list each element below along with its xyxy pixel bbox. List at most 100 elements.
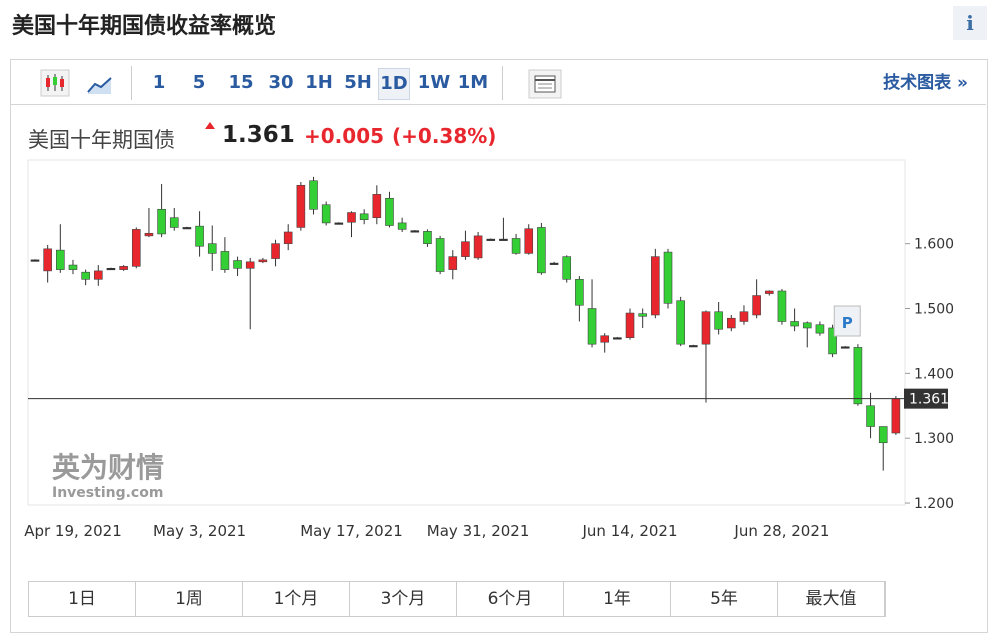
candle-body (144, 232, 154, 237)
candle-body (878, 426, 888, 444)
watermark-brand: 英为财情 (52, 451, 164, 484)
candle-body (245, 261, 255, 269)
info-button[interactable]: i (953, 6, 987, 40)
x-tick-label: Jun 14, 2021 (582, 522, 678, 540)
candle-body (651, 256, 660, 316)
change: +0.005 (304, 124, 385, 148)
candle-body (334, 222, 344, 225)
interval-button[interactable]: 5H (344, 72, 372, 93)
candle-body (537, 227, 546, 274)
line-icon[interactable] (86, 72, 114, 96)
interval-button[interactable]: 1 (152, 72, 166, 93)
candle-body (157, 208, 166, 235)
candle-body (689, 345, 698, 348)
candle-body (499, 238, 508, 241)
technical-chart-link[interactable]: 技术图表 » (883, 73, 968, 93)
candle-body (853, 347, 863, 405)
candle-body (385, 197, 394, 226)
change-percent: (+0.38%) (392, 124, 497, 148)
interval-button[interactable]: 15 (228, 72, 254, 93)
y-tick-label: 1.400 (914, 366, 954, 382)
range-tab[interactable]: 3个月 (350, 582, 457, 616)
price: 1.361 (222, 122, 295, 148)
candle-body (448, 256, 458, 270)
candle-body (777, 290, 787, 322)
candle-body (423, 231, 432, 244)
candle-body (840, 346, 850, 349)
candle-body (271, 243, 280, 259)
candle-body (676, 300, 685, 345)
y-tick-label: 1.200 (914, 496, 954, 512)
candle-body (473, 235, 483, 259)
candle-body (30, 259, 40, 262)
candle-body (866, 405, 875, 427)
interval-button[interactable]: 1D (378, 68, 410, 100)
candle-body (131, 229, 141, 267)
current-price-box (904, 388, 948, 409)
candle-body (372, 194, 382, 219)
candle-body (397, 222, 407, 230)
candle-body (575, 279, 584, 306)
page-title: 美国十年期国债收益率概览 (12, 14, 277, 39)
range-tab[interactable]: 1周 (136, 582, 243, 616)
candle-body (587, 308, 597, 345)
range-tab[interactable]: 5年 (671, 582, 778, 616)
interval-button[interactable]: 1H (305, 72, 333, 93)
candle-body (638, 313, 647, 317)
candle-body (94, 270, 103, 280)
candle-body (815, 324, 825, 334)
candle-body (258, 259, 268, 263)
candle-body (752, 295, 761, 316)
range-tab[interactable]: 6个月 (457, 582, 564, 616)
candle-body (739, 311, 749, 322)
candle-body (182, 227, 192, 230)
candle-icon[interactable] (40, 69, 70, 97)
candle-body (43, 248, 52, 272)
candle-body (600, 335, 610, 343)
x-tick-label: Apr 19, 2021 (24, 522, 122, 540)
candle-body (309, 180, 318, 210)
candle-body (562, 256, 572, 280)
candle-body (435, 238, 445, 272)
current-price-label: 1.361 (909, 392, 949, 408)
range-tabs: 1日 1周 1个月 3个月 6个月 1年 5年 最大值 (28, 581, 886, 617)
table-icon[interactable] (528, 69, 562, 99)
range-tab[interactable]: 1日 (29, 582, 136, 616)
range-tab[interactable]: 1个月 (243, 582, 350, 616)
candle-body (549, 262, 559, 265)
candle-body (613, 337, 622, 340)
interval-button[interactable]: 1W (417, 72, 451, 93)
toolbar: 技术图表 » 1 5 15 30 1H 5H 1D 1W 1M (28, 66, 978, 102)
candle-body (56, 249, 65, 270)
candle-body (828, 327, 837, 355)
candle-body (461, 241, 470, 257)
interval-button[interactable]: 30 (268, 72, 294, 93)
up-arrow (205, 122, 215, 129)
candle-body (220, 251, 230, 270)
candle-body (486, 238, 496, 241)
candle-body (347, 212, 356, 223)
candle-body (195, 225, 204, 247)
candle-body (359, 213, 369, 220)
range-tab[interactable]: 最大值 (778, 582, 885, 616)
candle-body (207, 243, 217, 254)
candle-body (283, 231, 293, 244)
candle-body (81, 271, 90, 280)
event-marker: P (842, 314, 853, 332)
interval-button[interactable]: 5 (192, 72, 206, 93)
plot-frame (27, 159, 906, 506)
range-tab[interactable]: 1年 (564, 582, 671, 616)
candle-body (511, 238, 521, 254)
interval-button[interactable]: 1M (457, 72, 489, 93)
candle-body (321, 204, 331, 224)
instrument-name: 美国十年期国债 (28, 128, 175, 152)
candle-body (891, 398, 901, 434)
y-tick-label: 1.300 (914, 431, 954, 447)
candle-body (68, 264, 78, 270)
candle-body (802, 322, 812, 329)
watermark-site: Investing.com (52, 485, 163, 501)
y-tick-label: 1.500 (914, 302, 954, 318)
candle-body (119, 266, 128, 270)
x-tick-label: Jun 28, 2021 (733, 522, 829, 540)
